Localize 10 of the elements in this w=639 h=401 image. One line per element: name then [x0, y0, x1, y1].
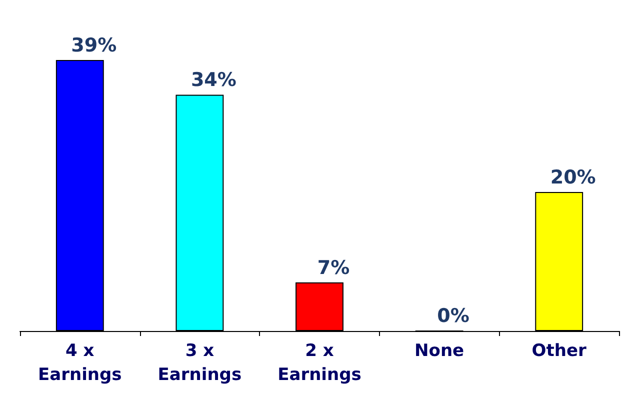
data-label: 20% [550, 166, 596, 188]
data-label: 39% [71, 34, 117, 56]
x-tick-label: Other [532, 341, 588, 361]
x-tick-label: 2 x Earnings [278, 341, 362, 385]
x-tick-label: None [414, 341, 464, 361]
x-tick-label: 3 x Earnings [158, 341, 242, 385]
data-label: 0% [437, 305, 470, 327]
data-label: 7% [317, 256, 350, 279]
data-label: 34% [190, 69, 236, 92]
x-tick-label: 4 x Earnings [38, 341, 122, 385]
